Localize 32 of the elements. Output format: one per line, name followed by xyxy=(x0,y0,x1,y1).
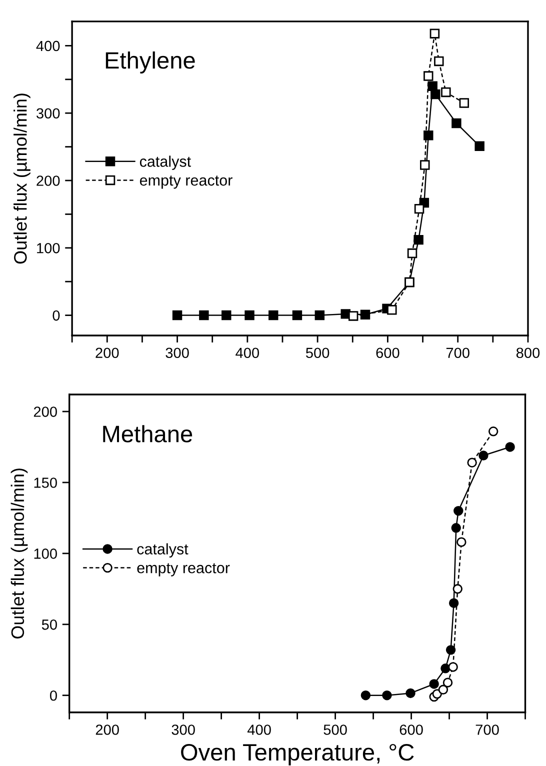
x-tick-label: 800 xyxy=(516,348,540,358)
x-tick-label: 400 xyxy=(236,348,260,358)
y-tick-label: 150 xyxy=(34,478,57,488)
y-axis-title: Outlet flux (µmol/min) xyxy=(14,94,30,264)
legend-label: empty reactor xyxy=(137,563,230,576)
y-tick-label: 300 xyxy=(36,108,60,119)
x-tick-label: 200 xyxy=(96,724,119,735)
y-tick-label: 100 xyxy=(37,242,60,254)
legend-label: catalyst xyxy=(137,543,188,558)
legend-label: empty reactor xyxy=(140,176,232,189)
y-tick-label: 200 xyxy=(34,406,57,417)
text: Ethylene xyxy=(106,51,195,74)
x-tick-label: 200 xyxy=(96,348,119,358)
y-tick-label: 100 xyxy=(34,548,57,559)
x-tick-label: 700 xyxy=(476,724,499,735)
x-tick-label: 500 xyxy=(324,724,347,735)
y-tick-label: 50 xyxy=(42,619,57,630)
legend-label: catalyst xyxy=(140,156,191,170)
x-tick-label: 500 xyxy=(306,348,330,358)
x-tick-label: 700 xyxy=(446,348,470,358)
y-tick-label: 0 xyxy=(52,310,60,321)
x-tick-label: 600 xyxy=(400,724,423,735)
x-tick-label: 600 xyxy=(376,348,400,358)
y-tick-label: 200 xyxy=(36,176,60,186)
x-tick-label: 400 xyxy=(247,724,271,735)
x-tick-label: 300 xyxy=(166,348,189,358)
text: Methane xyxy=(103,425,192,442)
y-tick-label: 0 xyxy=(50,690,57,701)
y-axis-title: Outlet flux (µmol/min) xyxy=(10,468,28,639)
x-tick-label: 300 xyxy=(172,724,195,735)
y-tick-label: 400 xyxy=(36,40,60,52)
x-axis-title: Oven Temperature, °C xyxy=(181,744,414,766)
